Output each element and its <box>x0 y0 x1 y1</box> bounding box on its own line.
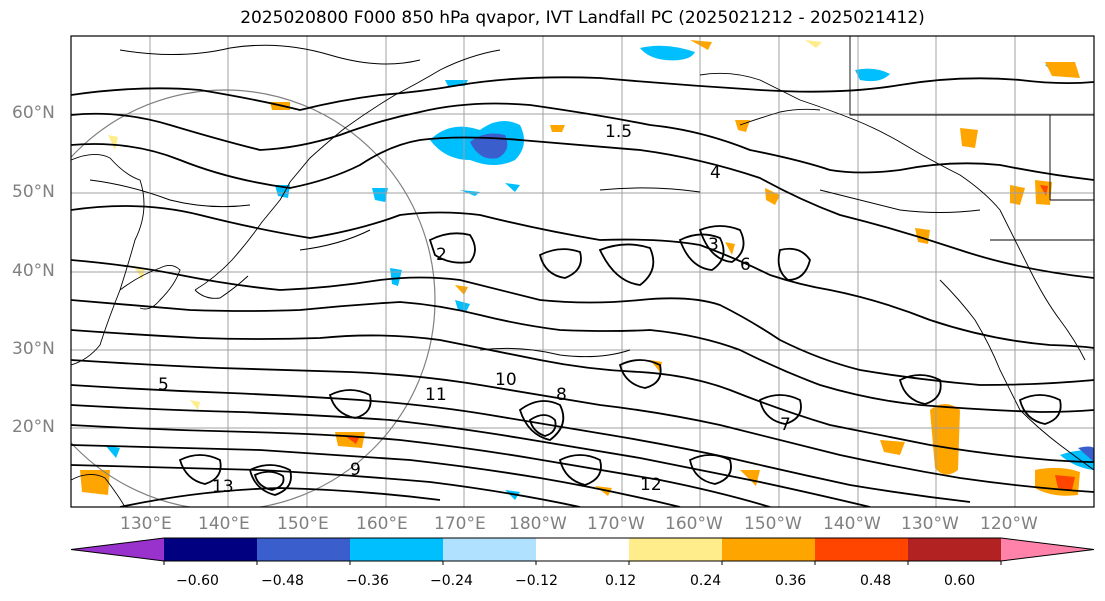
lon-label: 170°E <box>434 514 486 534</box>
contour-label: 5 <box>158 375 169 395</box>
colorbar-segment <box>1001 538 1094 561</box>
positive-shading <box>930 404 960 475</box>
positive-shading <box>1010 185 1025 205</box>
lon-label: 130°E <box>120 514 172 534</box>
positive-shading <box>335 432 365 448</box>
map-title: 2025020800 F000 850 hPa qvapor, IVT Land… <box>240 8 925 28</box>
lon-label: 170°W <box>587 514 645 534</box>
map-frame <box>70 35 1095 508</box>
contour-label: 9 <box>350 460 361 480</box>
coastlines <box>71 36 1094 507</box>
positive-shading <box>740 470 760 486</box>
colorbar-segment <box>722 538 816 561</box>
positive-shading <box>725 242 735 255</box>
contour-label: 6 <box>740 255 751 275</box>
lon-label: 140°W <box>823 514 881 534</box>
colorbar-segment <box>164 538 258 561</box>
lat-label: 60°N <box>12 103 55 123</box>
contour-label: 2 <box>436 245 447 265</box>
lon-label: 180°W <box>509 514 567 534</box>
positive-shading <box>550 125 565 132</box>
lon-label: 130°W <box>901 514 959 534</box>
positive-shading <box>135 268 145 280</box>
negative-shading <box>455 300 470 312</box>
positive-shading <box>455 285 468 295</box>
contour-label: 12 <box>640 475 662 495</box>
thin-contours <box>89 44 981 358</box>
positive-shading <box>960 128 978 148</box>
colorbar-segment <box>908 538 1002 561</box>
contour-label: 4 <box>710 163 721 183</box>
contour-label: 11 <box>425 385 447 405</box>
negative-shading <box>1060 450 1094 470</box>
lon-label: 150°W <box>744 514 802 534</box>
negative-shading <box>105 445 120 458</box>
colorbar-segment <box>536 538 630 561</box>
negative-shading <box>470 133 508 159</box>
colorbar-tick-label: 0.12 <box>605 573 637 589</box>
lat-label: 30°N <box>12 339 55 359</box>
positive-shading <box>1055 475 1075 490</box>
contour-label: 10 <box>495 370 517 390</box>
positive-shading <box>190 400 200 410</box>
positive-shading <box>80 470 110 495</box>
colorbar-tick-label: −0.12 <box>515 573 558 589</box>
lat-label: 50°N <box>12 182 55 202</box>
colorbar-tick-label: −0.60 <box>176 573 219 589</box>
positive-shading <box>108 135 118 150</box>
colorbar-segment <box>350 538 444 561</box>
colorbar <box>70 537 1095 565</box>
negative-shading <box>855 68 890 82</box>
lat-label: 20°N <box>12 417 55 437</box>
contour-label: 8 <box>556 385 567 405</box>
positive-shading <box>765 188 780 205</box>
colorbar-segment <box>629 538 723 561</box>
positive-shading <box>880 440 905 455</box>
colorbar-tick-label: 0.60 <box>944 573 976 589</box>
contour-label: 13 <box>212 477 234 497</box>
positive-shading <box>1045 62 1080 78</box>
lon-label: 120°W <box>980 514 1038 534</box>
negative-shading <box>640 45 695 61</box>
colorbar-segment <box>443 538 537 561</box>
negative-shading <box>505 183 520 192</box>
colorbar-tick-label: −0.24 <box>430 573 473 589</box>
positive-shading <box>805 40 822 48</box>
colorbar-tick-label: 0.36 <box>775 573 807 589</box>
negative-shading <box>390 268 402 286</box>
reference-circle <box>71 89 436 507</box>
negative-shading <box>1078 446 1094 462</box>
contour-label: 7 <box>780 415 791 435</box>
contour-labels: 2 3 4 5 6 7 8 9 10 11 12 13 1.5 <box>158 122 791 497</box>
lon-label: 160°E <box>356 514 408 534</box>
lon-label: 140°E <box>198 514 250 534</box>
positive-shading <box>345 436 360 444</box>
colorbar-tick-label: 0.24 <box>690 573 722 589</box>
contour-lines <box>71 76 1094 507</box>
positive-shading <box>690 40 712 50</box>
colorbar-segment <box>71 538 164 561</box>
colorbar-tick-label: −0.48 <box>261 573 304 589</box>
lon-label: 150°E <box>277 514 329 534</box>
colorbar-tick-label: −0.36 <box>346 573 389 589</box>
negative-shading <box>372 188 388 202</box>
colorbar-tick-label: 0.48 <box>860 573 892 589</box>
lat-label: 40°N <box>12 261 55 281</box>
contour-label: 1.5 <box>605 122 632 142</box>
colorbar-segment <box>257 538 351 561</box>
lon-label: 160°W <box>665 514 723 534</box>
positive-shading <box>735 120 750 132</box>
colorbar-segment <box>815 538 909 561</box>
contour-label: 3 <box>708 235 719 255</box>
